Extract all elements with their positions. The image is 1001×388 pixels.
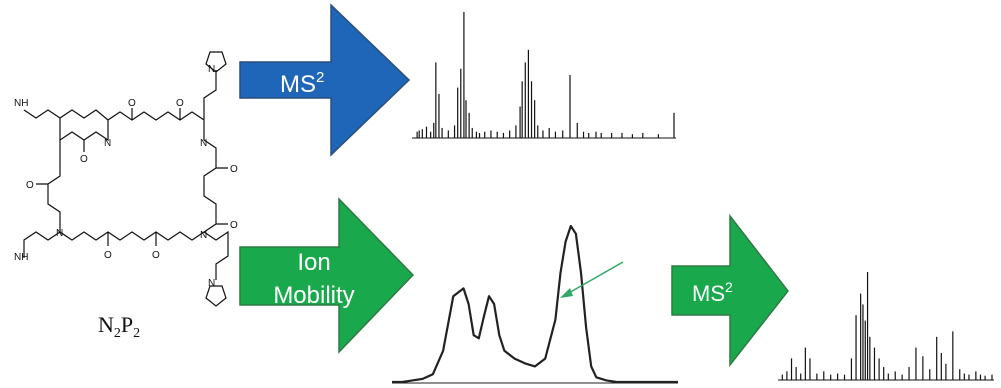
arrow-ion-mobility-line2: Mobility (273, 282, 354, 309)
arrow-ms2-right-label: MS2 (692, 279, 733, 306)
atom-n-top: N (104, 138, 111, 149)
ion-mobility-trace (392, 224, 678, 384)
atom-n-pyrrolidine-top: N (208, 64, 215, 75)
arrow-ion-mobility-shape (239, 197, 415, 354)
arrow-ms2-top-shape (239, 3, 411, 157)
compound-label: N2P2 (98, 312, 140, 341)
atom-o-1: O (80, 154, 88, 165)
ms2-spectrum-bottom (778, 272, 994, 381)
arrow-ion-mobility-line1: Ion (297, 249, 330, 276)
peak-pointer-arrow (560, 261, 624, 298)
atom-nh-top: NH (14, 98, 28, 109)
atom-n-right-bottom: N (200, 230, 207, 241)
atom-o-7: O (104, 250, 112, 261)
atom-o-5: O (230, 220, 238, 231)
side-chain-top-right (203, 70, 217, 120)
arrow-ms2-top-label: MS2 (280, 69, 324, 98)
arrow-ms2-top: MS2 (239, 3, 411, 157)
atom-o-2: O (128, 98, 136, 109)
side-chain-top-left (59, 109, 109, 140)
arrow-ion-mobility: Ion Mobility (239, 197, 415, 354)
atom-o-3: O (176, 98, 184, 109)
atom-nh-bottom: NH (14, 252, 28, 263)
carbonyl-marks (36, 108, 228, 246)
pyrrolidine-ring-bottom (205, 285, 227, 307)
atom-n-pyrrolidine-bottom: N (208, 278, 215, 289)
side-chain-top-left-amide (23, 109, 61, 119)
molecule-atom-labels: N N N N N N NH NH O O O O O O O O (14, 64, 238, 289)
side-chain-bottom-right (203, 230, 229, 280)
ms2-spectrum-top (412, 12, 676, 139)
atom-o-4: O (230, 164, 238, 175)
arrow-ms2-right: MS2 (671, 213, 789, 368)
macrocycle-ring (47, 111, 217, 241)
atom-o-8: O (26, 180, 34, 191)
arrow-ms2-right-shape (671, 213, 789, 368)
atom-n-right-top: N (200, 138, 207, 149)
side-chain-bottom-left (23, 231, 61, 258)
peak-pointer-head (560, 288, 573, 298)
atom-n-left-bottom: N (56, 228, 63, 239)
pyrrolidine-ring-top (205, 51, 227, 73)
peak-pointer-line (566, 261, 624, 295)
molecule-structure (23, 51, 229, 307)
mobility-curve (392, 224, 678, 384)
atom-o-6: O (152, 250, 160, 261)
